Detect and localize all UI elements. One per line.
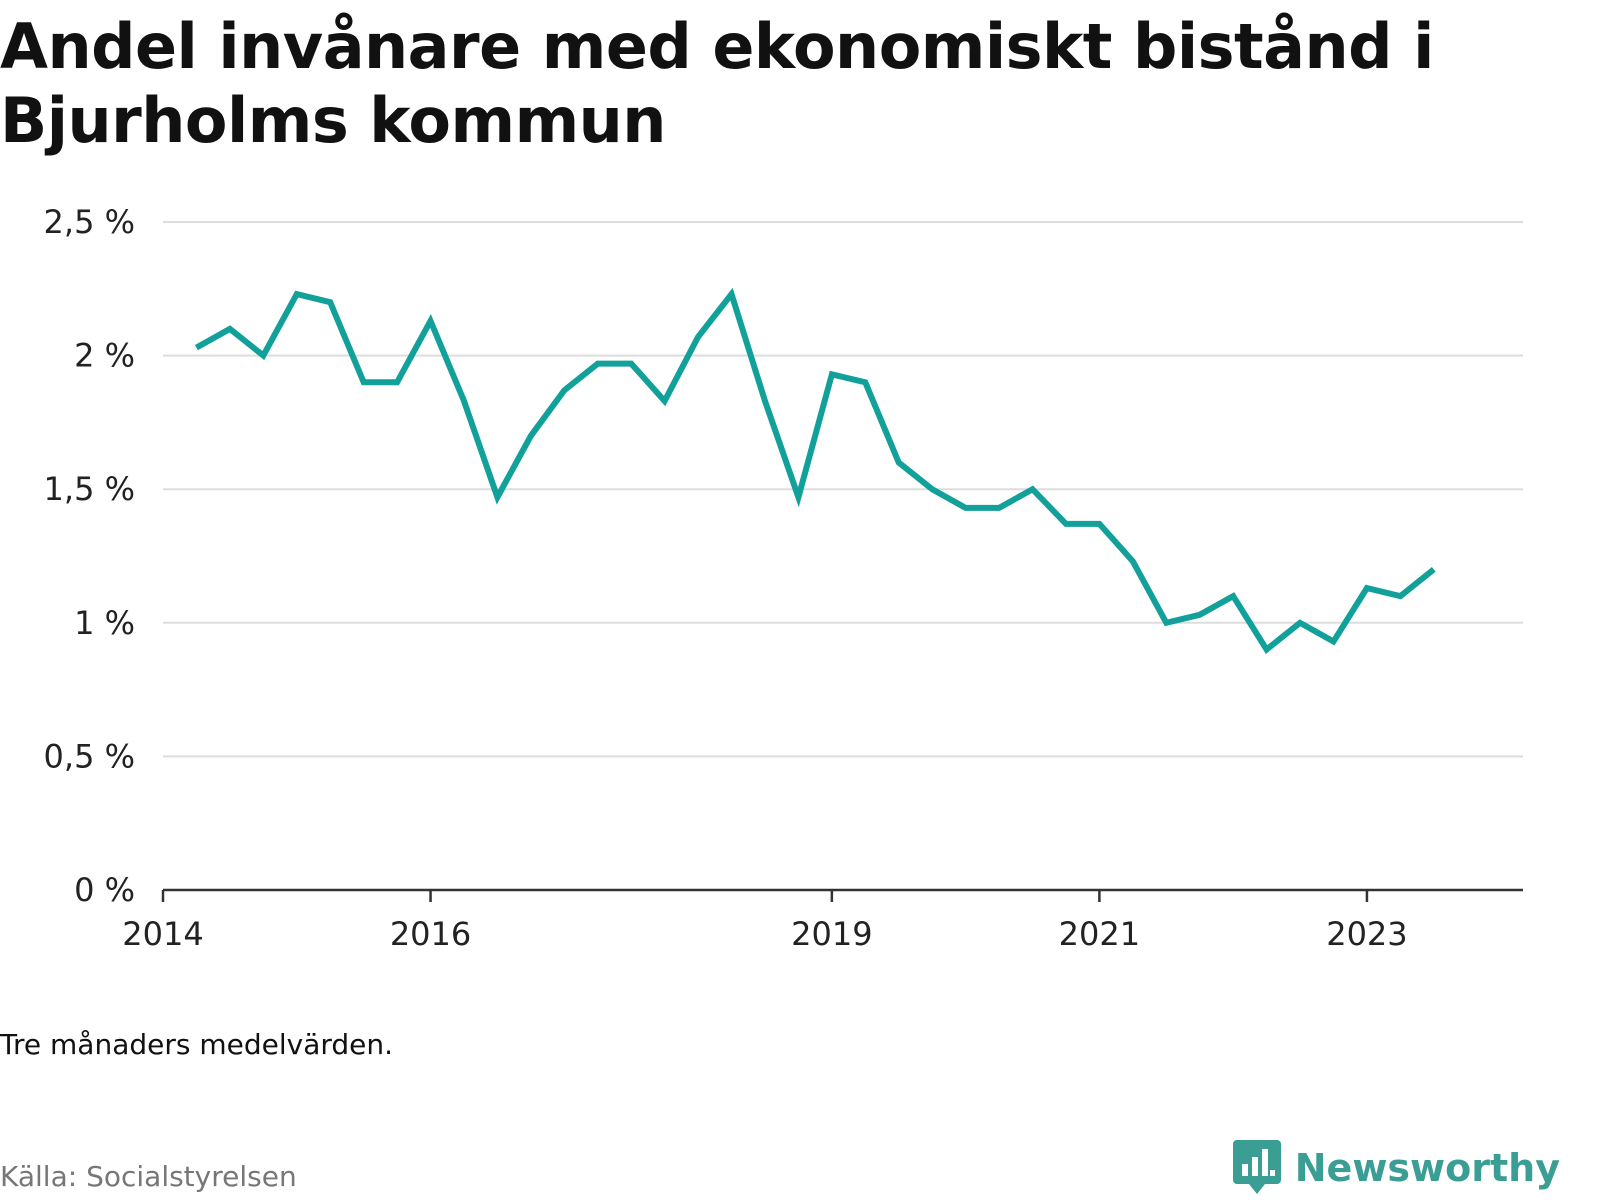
chart-title: Andel invånare med ekonomiskt bistånd i … [0, 10, 1434, 157]
x-tick-label: 2019 [791, 915, 872, 953]
x-axis: 2014 2016 2019 2021 2023 [122, 888, 1523, 953]
y-tick-label: 0 % [74, 871, 135, 909]
source-text: Källa: Socialstyrelsen [0, 1160, 297, 1193]
x-tick-label: 2021 [1059, 915, 1140, 953]
series-line [194, 287, 1436, 654]
y-tick-label: 1,5 % [44, 470, 135, 508]
y-tick-label: 2 % [74, 337, 135, 375]
y-tick-label: 1 % [74, 604, 135, 642]
x-tick-label: 2014 [122, 915, 203, 953]
line-chart: 0 % 0,5 % 1 % 1,5 % 2 % 2,5 % 2014 2016 2019 202… [44, 203, 1523, 953]
chart-note: Tre månaders medelvärden. [0, 1028, 394, 1061]
x-tick-label: 2016 [390, 915, 471, 953]
y-tick-label: 2,5 % [44, 203, 135, 241]
y-tick-label: 0,5 % [44, 737, 135, 775]
data-series [194, 287, 1436, 654]
grid-lines [163, 221, 1523, 758]
brand-logo: Newsworthy [1232, 1140, 1560, 1196]
newsworthy-logo-icon [1232, 1140, 1281, 1194]
y-axis: 0 % 0,5 % 1 % 1,5 % 2 % 2,5 % [44, 203, 135, 909]
brand-name: Newsworthy [1294, 1146, 1560, 1190]
x-tick-label: 2023 [1326, 915, 1407, 953]
